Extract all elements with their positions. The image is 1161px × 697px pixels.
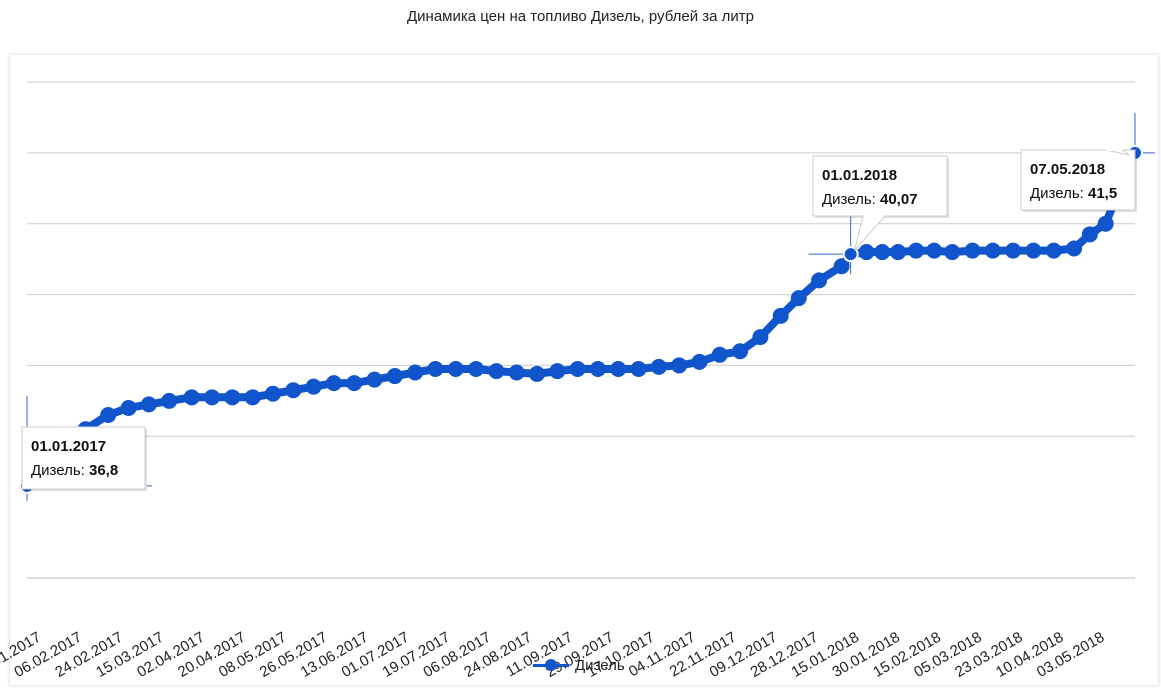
data-point-22 [468,360,485,377]
tooltip-2: 07.05.2018 Дизель: 41,5 [1020,149,1137,212]
data-point-53 [1066,240,1083,257]
data-point-44 [890,244,907,261]
data-point-24 [508,364,525,381]
data-point-34 [711,346,728,363]
data-point-49 [984,242,1001,259]
data-point-5 [120,399,137,416]
data-point-42 [858,244,875,261]
chart-title: Динамика цен на топливо Дизель, рублей з… [407,8,754,25]
tooltip-date: 07.05.2018 [1030,161,1105,178]
data-point-18 [386,368,403,385]
legend[interactable]: Дизель [533,654,625,676]
data-point-50 [1005,242,1022,259]
tooltip-1: 01.01.2018 Дизель: 40,07 [812,155,949,251]
data-point-51 [1025,242,1042,259]
legend-marker-icon [533,658,569,672]
tooltip-date: 01.01.2017 [31,438,106,455]
tooltip-series-label: Дизель: [31,462,89,479]
data-point-48 [964,242,981,259]
tooltip-value-line: Дизель: 41,5 [1030,185,1117,202]
data-point-27 [569,360,586,377]
data-point-8 [183,389,200,406]
legend-label: Дизель [575,656,625,674]
gridlines [27,81,1135,579]
data-point-20 [427,360,444,377]
tooltip-value: 36,8 [89,462,118,479]
data-point-38 [790,290,807,307]
data-point-10 [224,389,241,406]
data-point-13 [285,382,302,399]
tooltip-box [21,426,146,490]
data-point-30 [630,360,647,377]
tooltips: 01.01.2017 Дизель: 36,8 01.01.2018 Дизель: … [21,149,1137,491]
data-point-16 [346,375,363,392]
data-point-52 [1045,242,1062,259]
data-point-33 [691,353,708,370]
data-point-37 [772,307,789,324]
data-point-47 [944,244,961,261]
data-point-17 [366,371,383,388]
data-point-35 [732,343,749,360]
data-point-32 [671,357,688,374]
data-point-36 [752,329,769,346]
data-point-43 [874,244,891,261]
data-point-15 [325,375,342,392]
data-point-54 [1081,226,1098,243]
highlight-point-1 [842,246,859,263]
data-point-9 [204,389,221,406]
data-point-23 [488,363,505,380]
data-point-26 [549,363,566,380]
data-point-40 [833,258,850,275]
series-diesel [19,144,1143,494]
data-point-21 [447,360,464,377]
tooltip-date: 01.01.2018 [822,167,897,184]
data-point-14 [305,378,322,395]
tooltip-value: 40,07 [880,191,918,208]
data-point-11 [244,389,261,406]
data-point-4 [100,407,117,424]
data-point-46 [926,242,943,259]
tooltip-box [1020,149,1136,211]
data-point-6 [140,396,157,413]
data-point-12 [264,385,281,402]
data-point-7 [161,392,178,409]
crosshairs [26,112,1155,501]
tooltip-series-label: Дизель: [1030,185,1088,202]
data-point-39 [811,272,828,289]
tooltip-value-line: Дизель: 36,8 [31,462,118,479]
data-point-31 [650,358,667,375]
data-point-29 [610,360,627,377]
tooltip-0: 01.01.2017 Дизель: 36,8 [21,426,147,491]
tooltip-series-label: Дизель: [822,191,880,208]
data-point-28 [589,360,606,377]
data-point-19 [407,364,424,381]
data-point-55 [1097,215,1114,232]
data-point-25 [528,365,545,382]
tooltip-value-line: Дизель: 40,07 [822,191,918,208]
tooltip-value: 41,5 [1088,185,1117,202]
data-point-45 [908,242,925,259]
